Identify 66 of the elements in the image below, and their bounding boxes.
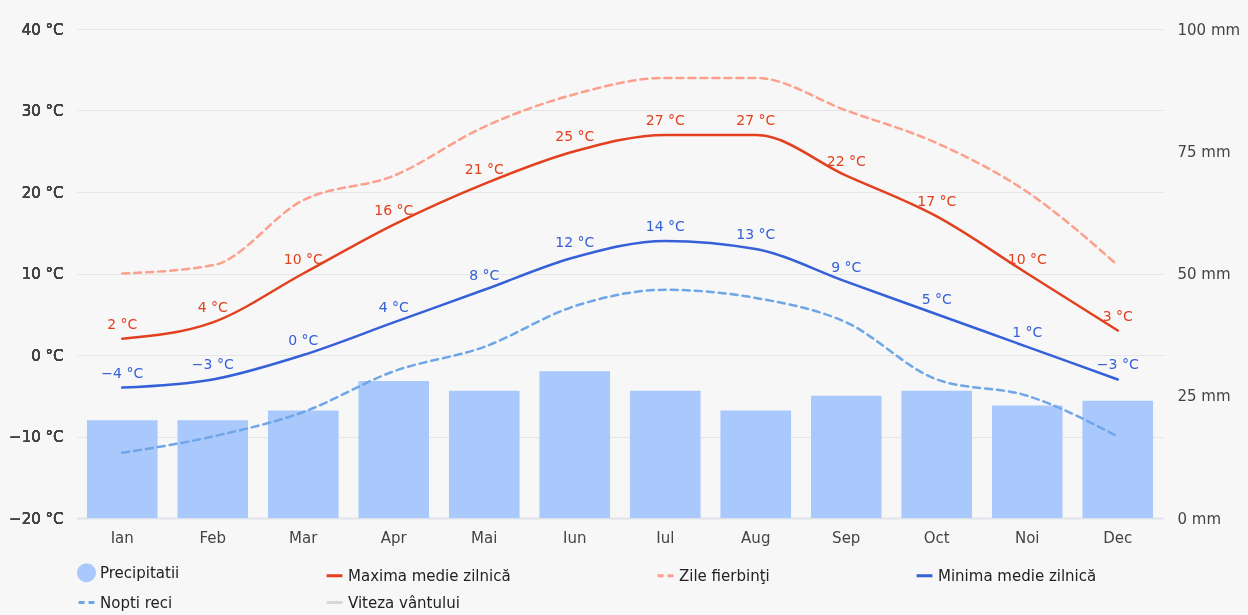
bar (358, 381, 430, 518)
y-tick-label: 0 °C (31, 346, 64, 365)
data-label: 13 °C (736, 226, 776, 243)
data-label: 22 °C (826, 152, 866, 169)
y2-tick-label: 100 mm (1177, 20, 1241, 39)
bar (267, 410, 339, 518)
bar (177, 420, 249, 518)
x-tick-label: Iun (563, 528, 587, 547)
legend-label: Minima medie zilnică (938, 566, 1097, 585)
x-tick-label: Ian (110, 528, 134, 547)
bar (448, 390, 520, 518)
data-label: 27 °C (736, 111, 776, 128)
legend-label: Zile fierbinţi (679, 566, 770, 585)
data-label: 17 °C (917, 193, 957, 210)
data-label: 2 °C (107, 315, 138, 332)
data-label: 4 °C (197, 299, 229, 316)
x-tick-label: Feb (199, 528, 227, 547)
data-label: 12 °C (555, 234, 595, 251)
bar (1082, 400, 1154, 518)
y-tick-label: 10 °C (21, 265, 64, 283)
bar (86, 420, 158, 518)
data-label: 3 °C (1102, 307, 1134, 324)
y2-tick-label: 0 mm (1177, 509, 1222, 528)
data-label: 21 °C (464, 160, 504, 177)
data-label: 4 °C (378, 299, 410, 316)
bar (629, 390, 701, 518)
data-label: 0 °C (288, 332, 319, 348)
bar (810, 395, 882, 518)
legend-label: Precipitatii (100, 563, 180, 582)
x-tick-label: Mar (289, 528, 319, 547)
x-tick-label: Apr (380, 528, 408, 547)
legend-label: Viteza vântului (348, 593, 460, 612)
data-label: −4 °C (101, 364, 144, 381)
data-label: 25 °C (555, 128, 595, 145)
x-tick-label: Dec (1103, 528, 1133, 547)
data-label: 1 °C (1012, 323, 1043, 340)
data-label: 27 °C (645, 111, 685, 128)
y-tick-label: 20 °C (21, 183, 64, 202)
data-label: 10 °C (283, 250, 323, 267)
y2-tick-label: 25 mm (1177, 387, 1231, 406)
data-label: −3 °C (191, 356, 234, 373)
bar (720, 410, 792, 518)
y2-tick-label: 75 mm (1177, 142, 1231, 161)
legend-label: Nopti reci (100, 593, 173, 612)
data-label: −3 °C (1096, 356, 1139, 373)
data-label: 5 °C (921, 291, 953, 308)
bar (901, 390, 973, 518)
data-label: 16 °C (374, 201, 414, 218)
bar (539, 371, 611, 518)
line-series (121, 288, 1119, 455)
x-tick-label: Sep (832, 528, 861, 547)
x-tick-label: Mai (471, 528, 498, 547)
legend-label: Maxima medie zilnică (348, 566, 511, 585)
data-label: 9 °C (831, 258, 862, 275)
y-tick-label: −10 °C (9, 428, 64, 446)
x-tick-label: Aug (741, 528, 771, 547)
y2-tick-label: 50 mm (1177, 265, 1231, 283)
x-tick-label: Oct (923, 528, 950, 547)
data-label: 14 °C (645, 217, 685, 234)
y-tick-label: 40 °C (21, 20, 64, 39)
x-tick-label: Iul (656, 528, 675, 547)
y-tick-label: −20 °C (9, 509, 64, 528)
bar (991, 405, 1063, 518)
data-label: 8 °C (469, 266, 500, 283)
x-tick-label: Noi (1014, 528, 1040, 547)
y-tick-label: 30 °C (21, 102, 64, 120)
